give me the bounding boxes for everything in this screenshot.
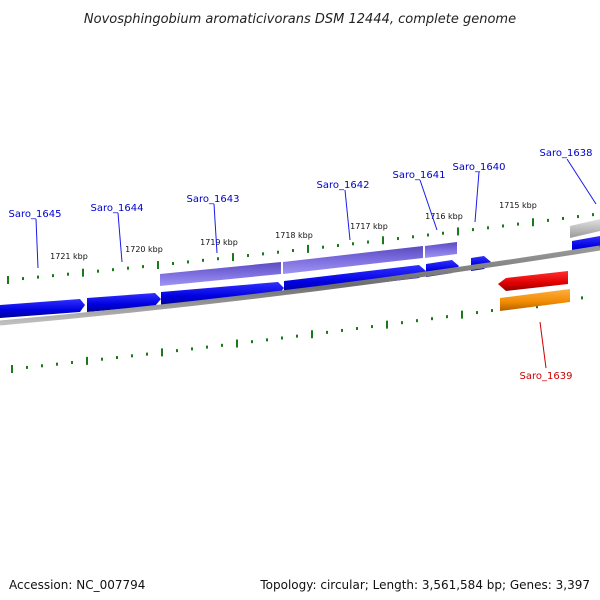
kbp-label: 1716 kbp (425, 212, 463, 221)
kbp-labels: 1721 kbp 1720 kbp 1719 kbp 1718 kbp 1717… (50, 201, 537, 261)
gene-feature-grey[interactable] (570, 219, 600, 238)
gene-feature-saro-1643[interactable] (160, 262, 281, 286)
genome-summary-text: Topology: circular; Length: 3,561,584 bp… (260, 578, 590, 592)
gene-label-saro-1639[interactable]: Saro_1639 (520, 371, 573, 382)
cds-arrow-saro-1645[interactable] (0, 299, 85, 318)
gene-label-saro-1642[interactable]: Saro_1642 (317, 180, 370, 191)
cds-arrow-saro-1639[interactable] (498, 271, 568, 291)
map-title: Novosphingobium aromaticivorans DSM 1244… (84, 12, 516, 27)
gene-label-saro-1645[interactable]: Saro_1645 (9, 209, 62, 220)
gene-label-saro-1638[interactable]: Saro_1638 (540, 148, 593, 159)
kbp-label: 1721 kbp (50, 252, 88, 261)
label-leaders (35, 158, 597, 369)
genome-backbone (0, 245, 600, 326)
gene-feature-saro-1639[interactable] (500, 289, 570, 311)
gene-label-saro-1640[interactable]: Saro_1640 (453, 162, 506, 173)
cds-arrow-saro-1644[interactable] (87, 293, 161, 312)
gene-label-saro-1641[interactable]: Saro_1641 (393, 170, 446, 181)
kbp-label: 1715 kbp (499, 201, 537, 210)
outer-tick-ring (7, 213, 594, 284)
gene-label-saro-1643[interactable]: Saro_1643 (187, 194, 240, 205)
gene-label-saro-1644[interactable]: Saro_1644 (91, 203, 144, 214)
cds-arrow-saro-1643[interactable] (161, 282, 284, 306)
accession-text: Accession: NC_007794 (9, 578, 146, 592)
gene-feature-saro-1642[interactable] (283, 246, 423, 274)
kbp-label: 1719 kbp (200, 238, 238, 247)
kbp-label: 1717 kbp (350, 222, 388, 231)
gene-feature-saro-1641[interactable] (425, 242, 457, 258)
kbp-label: 1720 kbp (125, 245, 163, 254)
kbp-label: 1718 kbp (275, 231, 313, 240)
gene-labels: Saro_1645 Saro_1644 Saro_1643 Saro_1642 … (9, 148, 593, 382)
